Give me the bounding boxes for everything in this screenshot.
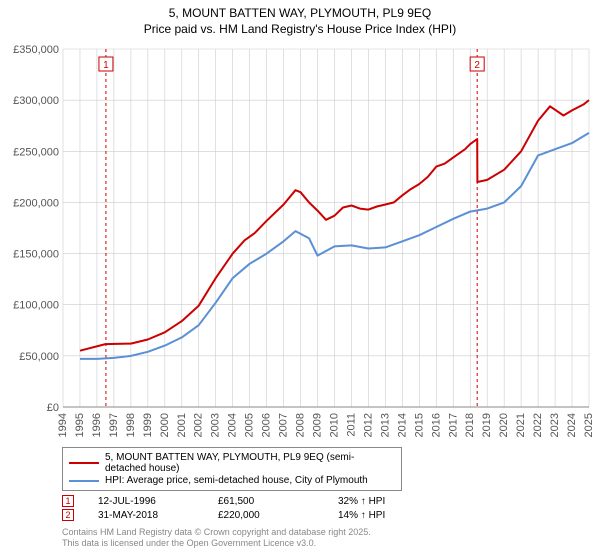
- sale-delta: 14% ↑ HPI: [338, 510, 458, 521]
- attribution-line-2: This data is licensed under the Open Gov…: [62, 538, 584, 549]
- svg-text:2011: 2011: [345, 413, 357, 437]
- svg-text:2018: 2018: [464, 413, 476, 437]
- svg-text:£300,000: £300,000: [13, 95, 59, 107]
- svg-text:2004: 2004: [227, 413, 239, 437]
- svg-text:2003: 2003: [210, 413, 222, 437]
- svg-text:2016: 2016: [430, 413, 442, 437]
- svg-text:2005: 2005: [244, 413, 256, 437]
- sales-table: 1 12-JUL-1996£61,50032% ↑ HPI 2 31-MAY-2018…: [62, 495, 584, 521]
- legend-label: HPI: Average price, semi-detached house,…: [105, 475, 368, 486]
- legend-swatch: [69, 462, 99, 464]
- svg-text:2023: 2023: [549, 413, 561, 437]
- sale-date: 31-MAY-2018: [98, 510, 218, 521]
- attribution: Contains HM Land Registry data © Crown c…: [62, 527, 584, 549]
- sale-date: 12-JUL-1996: [98, 496, 218, 507]
- sale-price: £220,000: [218, 510, 338, 521]
- svg-text:2006: 2006: [261, 413, 273, 437]
- svg-text:1997: 1997: [108, 413, 120, 437]
- svg-text:2001: 2001: [176, 413, 188, 437]
- legend-swatch: [69, 480, 99, 482]
- sale-marker: 1: [62, 495, 74, 507]
- svg-text:2024: 2024: [566, 413, 578, 437]
- svg-text:£150,000: £150,000: [13, 249, 59, 261]
- svg-text:£350,000: £350,000: [13, 44, 59, 56]
- legend-label: 5, MOUNT BATTEN WAY, PLYMOUTH, PL9 9EQ (…: [105, 452, 395, 474]
- svg-text:2008: 2008: [295, 413, 307, 437]
- svg-text:2013: 2013: [379, 413, 391, 437]
- line-chart: £0 £50,000 £100,000 £150,000 £200,000 £250,00…: [7, 41, 593, 441]
- svg-text:2014: 2014: [396, 413, 408, 437]
- svg-text:£200,000: £200,000: [13, 198, 59, 210]
- svg-text:1998: 1998: [125, 413, 137, 437]
- title-line-1: 5, MOUNT BATTEN WAY, PLYMOUTH, PL9 9EQ: [6, 6, 594, 22]
- svg-text:1: 1: [103, 60, 109, 71]
- sale-price: £61,500: [218, 496, 338, 507]
- svg-text:2021: 2021: [515, 413, 527, 437]
- svg-text:£100,000: £100,000: [13, 300, 59, 312]
- chart-title: 5, MOUNT BATTEN WAY, PLYMOUTH, PL9 9EQ P…: [6, 6, 594, 37]
- svg-text:1996: 1996: [91, 413, 103, 437]
- sale-delta: 32% ↑ HPI: [338, 496, 458, 507]
- svg-text:2012: 2012: [362, 413, 374, 437]
- svg-text:2007: 2007: [278, 413, 290, 437]
- svg-text:2009: 2009: [312, 413, 324, 437]
- chart-area: £0 £50,000 £100,000 £150,000 £200,000 £250,00…: [7, 41, 593, 441]
- svg-text:1999: 1999: [142, 413, 154, 437]
- svg-text:2020: 2020: [498, 413, 510, 437]
- svg-text:1995: 1995: [74, 413, 86, 437]
- svg-text:2000: 2000: [159, 413, 171, 437]
- attribution-line-1: Contains HM Land Registry data © Crown c…: [62, 527, 584, 538]
- svg-text:2022: 2022: [532, 413, 544, 437]
- svg-text:1994: 1994: [57, 413, 69, 437]
- svg-text:2019: 2019: [481, 413, 493, 437]
- svg-text:£0: £0: [47, 402, 59, 414]
- legend-row: HPI: Average price, semi-detached house,…: [69, 475, 395, 486]
- sale-marker: 2: [62, 509, 74, 521]
- svg-text:£50,000: £50,000: [19, 351, 59, 363]
- svg-text:2010: 2010: [328, 413, 340, 437]
- svg-text:2025: 2025: [583, 413, 593, 437]
- title-line-2: Price paid vs. HM Land Registry's House …: [6, 22, 594, 38]
- svg-text:2: 2: [474, 60, 480, 71]
- sale-row: 1 12-JUL-1996£61,50032% ↑ HPI: [62, 495, 584, 507]
- svg-text:2017: 2017: [447, 413, 459, 437]
- legend-row: 5, MOUNT BATTEN WAY, PLYMOUTH, PL9 9EQ (…: [69, 452, 395, 474]
- svg-text:£250,000: £250,000: [13, 146, 59, 158]
- svg-text:2002: 2002: [193, 413, 205, 437]
- sale-row: 2 31-MAY-2018£220,00014% ↑ HPI: [62, 509, 584, 521]
- legend: 5, MOUNT BATTEN WAY, PLYMOUTH, PL9 9EQ (…: [62, 447, 402, 491]
- svg-text:2015: 2015: [413, 413, 425, 437]
